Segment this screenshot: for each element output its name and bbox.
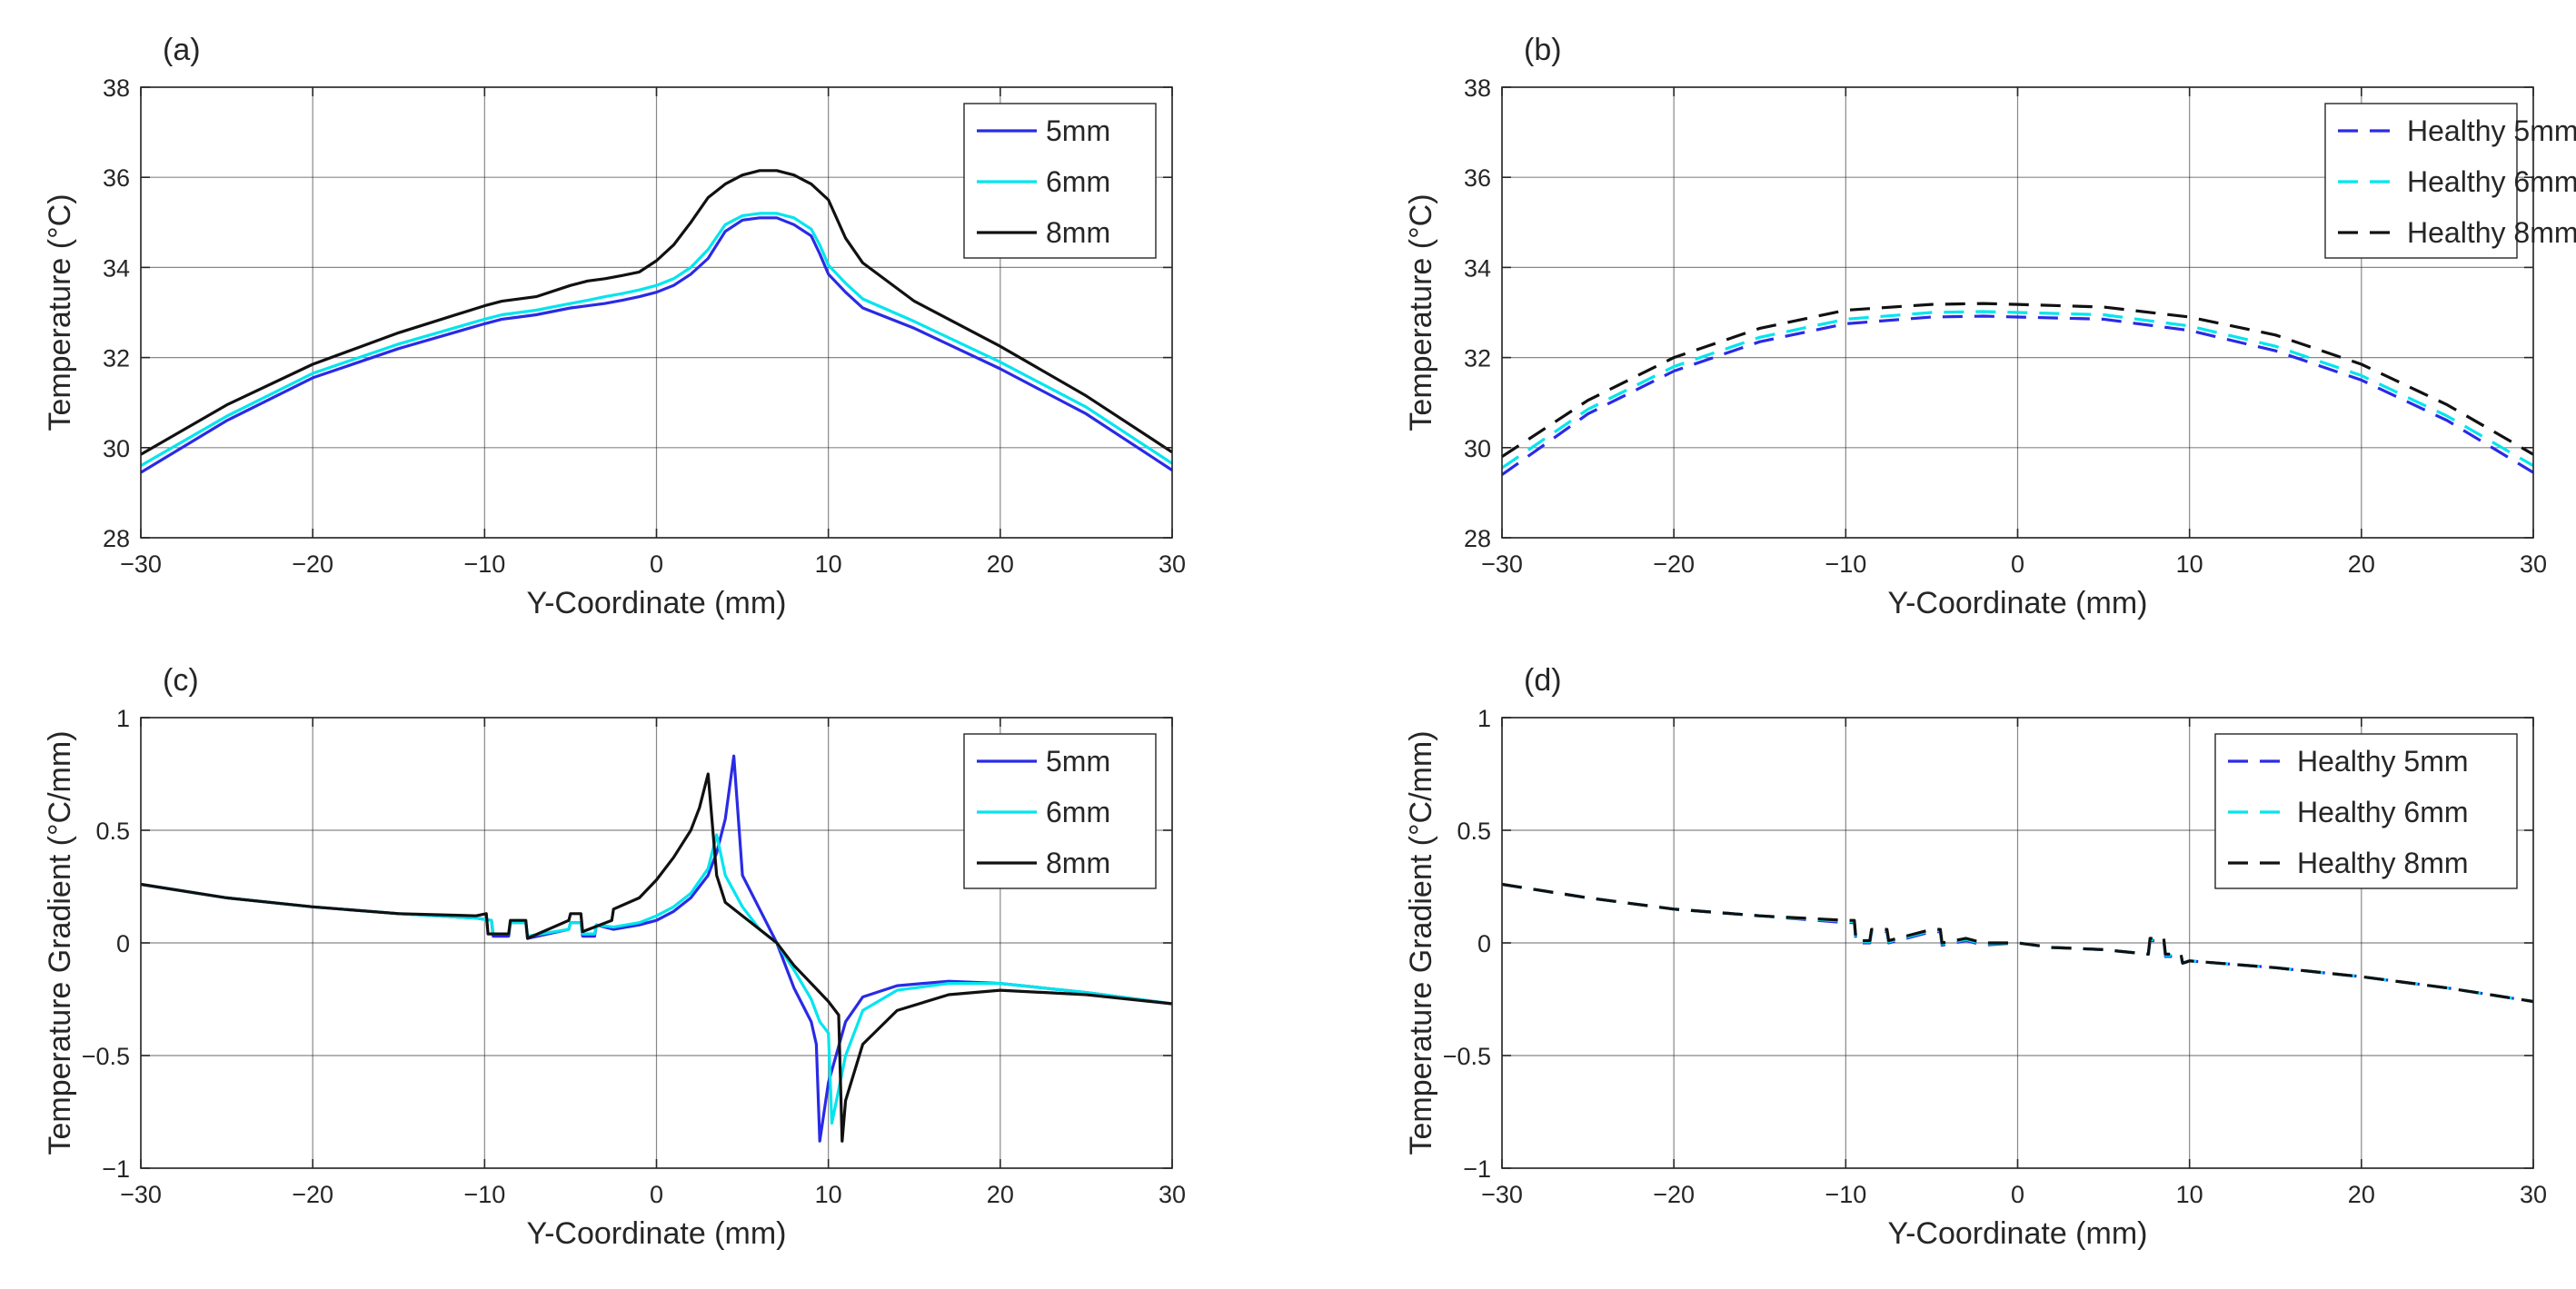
y-tick-label: −0.5 — [82, 1043, 130, 1070]
y-tick-label: 30 — [103, 435, 130, 462]
x-tick-label: −20 — [1653, 550, 1695, 578]
y-tick-label: 0.5 — [95, 818, 130, 845]
series-line-healthy-8mm — [1501, 882, 2534, 1004]
y-tick-label: 0 — [1477, 930, 1491, 957]
x-tick-label: 20 — [2348, 550, 2375, 578]
x-tick-label: −30 — [1481, 1181, 1523, 1208]
series-line-8mm — [140, 772, 1173, 1143]
x-tick-label: 20 — [987, 1181, 1014, 1208]
legend-label: Healthy 8mm — [2297, 847, 2469, 879]
x-tick-label: −20 — [1653, 1181, 1695, 1208]
x-tick-label: −10 — [463, 1181, 505, 1208]
legend-label: 6mm — [1046, 796, 1110, 828]
x-tick-label: −10 — [1825, 1181, 1866, 1208]
x-tick-label: −10 — [1825, 550, 1866, 578]
y-tick-label: 28 — [1464, 525, 1491, 552]
y-tick-label: 0.5 — [1457, 818, 1491, 845]
x-tick-label: 0 — [2011, 550, 2024, 578]
legend-label: 6mm — [1046, 165, 1110, 198]
y-tick-label: 32 — [1464, 345, 1491, 372]
y-tick-label: 30 — [1464, 435, 1491, 462]
panel-b: −30 −20 −10 0 10 20 30 28 30 32 34 36 38 Y-Coordinate… — [1404, 33, 2576, 620]
y-tick-label: −0.5 — [1443, 1043, 1491, 1070]
y-tick-label: 34 — [103, 254, 130, 282]
y-tick-label: −1 — [1463, 1155, 1491, 1183]
y-axis-label: Temperature (°C) — [1404, 193, 1438, 431]
x-tick-label: 20 — [987, 550, 1014, 578]
legend-label: Healthy 5mm — [2297, 745, 2469, 778]
x-axis-label: Y-Coordinate (mm) — [527, 586, 787, 620]
x-tick-label: 0 — [2011, 1181, 2024, 1208]
x-tick-label: −20 — [292, 1181, 333, 1208]
y-axis-label: Temperature Gradient (°C/mm) — [43, 730, 77, 1155]
legend-label: 8mm — [1046, 847, 1110, 879]
legend-label: Healthy 8mm — [2407, 216, 2576, 249]
y-tick-label: 1 — [1477, 705, 1491, 732]
legend-label: 8mm — [1046, 216, 1110, 249]
panel-label: (d) — [1524, 663, 1562, 698]
legend-label: 5mm — [1046, 114, 1110, 147]
y-tick-label: −1 — [102, 1155, 130, 1183]
y-tick-label: 28 — [103, 525, 130, 552]
x-tick-label: 0 — [650, 1181, 663, 1208]
x-tick-label: −30 — [1481, 550, 1523, 578]
x-tick-label: 30 — [2520, 1181, 2547, 1208]
panel-c: −30 −20 −10 0 10 20 30 −1 −0.5 0 0.5 1 Y-Coordinate … — [43, 663, 1186, 1251]
x-tick-label: 10 — [815, 1181, 842, 1208]
panel-label: (a) — [163, 33, 201, 67]
x-tick-label: 10 — [2176, 1181, 2203, 1208]
y-tick-label: 36 — [1464, 164, 1491, 192]
x-tick-label: −10 — [463, 550, 505, 578]
y-tick-label: 32 — [103, 345, 130, 372]
legend: Healthy 5mm Healthy 6mm Healthy 8mm — [2324, 103, 2576, 259]
y-axis-label: Temperature (°C) — [43, 193, 77, 431]
x-tick-label: 10 — [815, 550, 842, 578]
series-line-6mm — [140, 212, 1173, 467]
legend: Healthy 5mm Healthy 6mm Healthy 8mm — [2214, 733, 2518, 889]
x-tick-label: 30 — [1159, 550, 1186, 578]
legend: 5mm 6mm 8mm — [963, 733, 1157, 889]
y-tick-label: 38 — [103, 74, 130, 102]
panel-label: (b) — [1524, 33, 1562, 67]
panel-d: −30 −20 −10 0 10 20 30 −1 −0.5 0 0.5 1 Y-Coordinate … — [1404, 663, 2547, 1251]
x-axis-label: Y-Coordinate (mm) — [1888, 586, 2148, 620]
y-tick-label: 34 — [1464, 254, 1491, 282]
y-axis-label: Temperature Gradient (°C/mm) — [1404, 730, 1438, 1155]
x-tick-label: 0 — [650, 550, 663, 578]
series-line-8mm — [140, 169, 1173, 456]
series-line-5mm — [140, 216, 1173, 474]
legend-label: Healthy 5mm — [2407, 114, 2576, 147]
x-tick-label: 30 — [1159, 1181, 1186, 1208]
legend-label: 5mm — [1046, 745, 1110, 778]
x-tick-label: −20 — [292, 550, 333, 578]
x-tick-label: −30 — [120, 1181, 162, 1208]
y-tick-label: 1 — [116, 705, 130, 732]
x-tick-label: −30 — [120, 550, 162, 578]
panel-a: −30 −20 −10 0 10 20 30 28 30 32 34 36 38 Y-Coordinate… — [43, 33, 1186, 620]
x-tick-label: 20 — [2348, 1181, 2375, 1208]
legend-label: Healthy 6mm — [2297, 796, 2469, 828]
y-tick-label: 0 — [116, 930, 130, 957]
legend: 5mm 6mm 8mm — [963, 103, 1157, 259]
y-tick-label: 38 — [1464, 74, 1491, 102]
panel-label: (c) — [163, 663, 199, 698]
y-tick-label: 36 — [103, 164, 130, 192]
x-tick-label: 10 — [2176, 550, 2203, 578]
x-tick-label: 30 — [2520, 550, 2547, 578]
series-line-5mm — [140, 754, 1173, 1143]
x-axis-label: Y-Coordinate (mm) — [527, 1216, 787, 1251]
x-axis-label: Y-Coordinate (mm) — [1888, 1216, 2148, 1251]
legend-label: Healthy 6mm — [2407, 165, 2576, 198]
